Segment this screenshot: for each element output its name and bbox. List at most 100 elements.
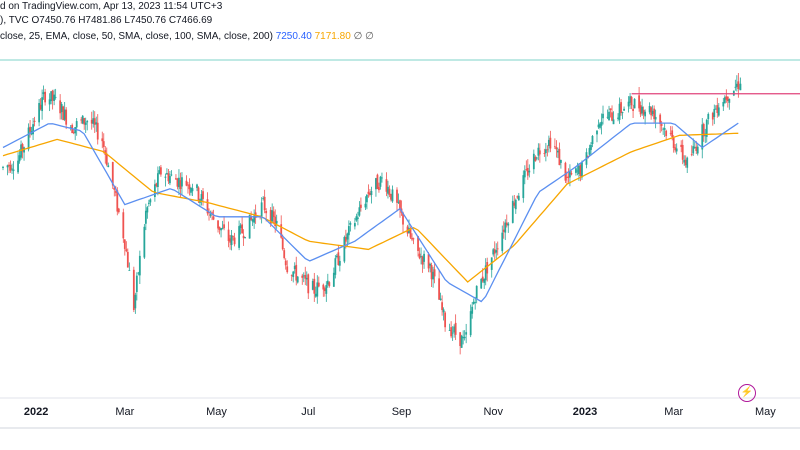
candle-body	[305, 277, 308, 280]
candle-body	[629, 96, 631, 103]
candle-body	[39, 104, 42, 110]
candle-body	[412, 238, 415, 240]
candle-body	[555, 147, 558, 150]
candle-body	[343, 237, 346, 262]
candle-body	[674, 147, 677, 151]
candle-body	[597, 124, 600, 128]
candle-body	[558, 148, 561, 166]
candle-body	[474, 302, 477, 303]
candle-body	[59, 100, 62, 114]
candle-body	[113, 187, 116, 190]
candle-body	[475, 285, 478, 300]
candle-body	[648, 106, 651, 113]
sma-50-line	[2, 132, 739, 283]
candle-body	[27, 127, 30, 150]
candle-body	[311, 280, 314, 290]
candle-body	[149, 199, 152, 203]
candle-body	[659, 114, 662, 125]
candle-body	[737, 81, 740, 90]
candle-body	[69, 127, 72, 128]
candle-body	[126, 251, 129, 268]
ema-25-line	[2, 122, 739, 303]
candle-body	[44, 91, 47, 103]
candle-body	[337, 252, 340, 266]
candle-body	[122, 212, 125, 239]
candle-body	[217, 220, 219, 229]
candle-body	[517, 195, 520, 201]
candle-body	[451, 332, 454, 334]
candle-body	[370, 190, 373, 195]
candle-body	[53, 94, 56, 101]
candle-body	[176, 178, 179, 187]
candle-body	[29, 126, 31, 132]
candle-body	[158, 170, 161, 174]
ma-slow-value: 7171.80	[314, 31, 351, 42]
lightning-bolt-icon[interactable]: ⚡	[738, 384, 756, 402]
candle-body	[611, 112, 613, 121]
candle-body	[502, 229, 505, 232]
candle-body	[596, 130, 598, 135]
candle-body	[349, 222, 352, 225]
candle-body	[292, 271, 295, 278]
candle-body	[286, 266, 289, 273]
candle-body	[144, 210, 147, 224]
candle-body	[72, 132, 75, 134]
candle-body	[313, 278, 316, 294]
candle-body	[8, 164, 10, 167]
candle-body	[695, 146, 698, 151]
candle-body	[238, 226, 240, 248]
candle-body	[232, 236, 234, 238]
candle-body	[147, 202, 150, 204]
candle-body	[460, 335, 463, 348]
candle-body	[566, 177, 568, 178]
candle-body	[480, 278, 483, 289]
candle-body	[346, 233, 349, 240]
candle-body	[618, 103, 621, 120]
candle-body	[448, 329, 451, 331]
candle-body	[206, 199, 209, 214]
moving-average-legend[interactable]: close, 25, EMA, close, 50, SMA, close, 1…	[0, 30, 374, 43]
candle-body	[620, 102, 622, 114]
candle-body	[211, 212, 213, 214]
candle-body	[644, 111, 647, 117]
candle-body	[651, 110, 654, 115]
candle-body	[334, 258, 337, 275]
candle-body	[41, 97, 44, 112]
candle-body	[484, 265, 487, 281]
candle-body	[212, 216, 215, 220]
candle-body	[621, 112, 624, 114]
candle-body	[353, 223, 356, 227]
candle-body	[164, 176, 167, 178]
candle-body	[223, 224, 225, 229]
ma-fourth-value: ∅	[365, 31, 374, 42]
candle-body	[553, 146, 556, 148]
candle-body	[344, 236, 347, 242]
candle-body	[675, 148, 678, 152]
candle-body	[65, 109, 68, 125]
candle-body	[569, 170, 571, 178]
candle-body	[146, 207, 149, 213]
candle-body	[672, 137, 675, 148]
candle-body	[271, 210, 274, 222]
candle-body	[701, 124, 704, 150]
candles-layer	[2, 72, 742, 355]
candle-body	[107, 165, 110, 168]
candle-body	[90, 119, 93, 124]
chart-header-line-2: ), TVC O7450.76 H7481.86 L7450.76 C7466.…	[0, 14, 212, 27]
candle-body	[439, 298, 442, 301]
candle-body	[32, 124, 34, 135]
candle-body	[686, 157, 689, 168]
candle-body	[376, 174, 379, 190]
candle-body	[654, 116, 657, 120]
candle-body	[567, 176, 570, 178]
candle-body	[60, 104, 63, 113]
candle-body	[623, 108, 625, 111]
candle-body	[378, 186, 380, 191]
candle-body	[442, 309, 445, 313]
candle-body	[537, 147, 540, 156]
candle-body	[185, 180, 188, 186]
candle-body	[399, 200, 401, 210]
candle-body	[137, 272, 140, 274]
ma-fast-value: 7250.40	[275, 31, 312, 42]
